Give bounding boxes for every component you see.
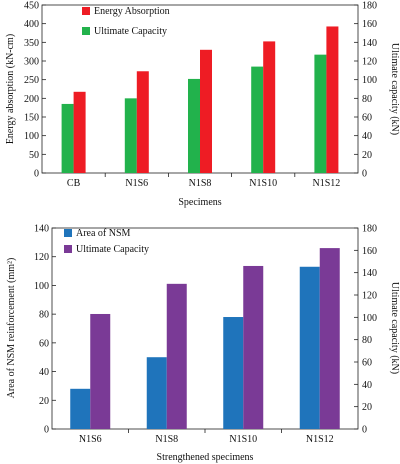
y-left-tick-label: 60 [39, 338, 49, 349]
legend-label: Energy Absorption [94, 6, 170, 17]
legend-label: Area of NSM [76, 228, 131, 239]
bar-ultimate-capacity [251, 66, 264, 173]
bar-ultimate-capacity [166, 283, 187, 429]
y-axis-left-label: Energy absorption (kN-cm) [5, 34, 16, 144]
y-right-tick-label: 140 [362, 268, 377, 279]
chart-nsm-capacity: Area of NSM reinforcement (mm²) Ultimate… [6, 224, 400, 464]
x-tick-label: N1S10 [229, 434, 257, 445]
y-right-tick-label: 80 [362, 94, 372, 105]
x-axis-label: Strengthened specimens [157, 452, 254, 463]
bar-energy-absorption [326, 26, 339, 173]
y-left-tick-label: 300 [24, 57, 39, 68]
bar-area-of-nsm [70, 388, 91, 429]
y-right-tick-label: 160 [362, 246, 377, 257]
bar-energy-absorption [73, 91, 86, 173]
y-left-tick-label: 200 [24, 94, 39, 105]
bar-ultimate-capacity [314, 54, 327, 173]
y-left-tick-label: 0 [34, 169, 39, 180]
y-axis-right-label: Ultimate capacity (kN) [389, 282, 400, 374]
y-left-tick-label: 80 [39, 310, 49, 321]
y-right-tick-label: 120 [362, 291, 377, 302]
y-left-tick-label: 100 [24, 131, 39, 142]
y-right-tick-label: 180 [362, 224, 377, 235]
legend: Energy Absorption Ultimate Capacity [82, 6, 170, 37]
x-tick-label: N1S10 [249, 178, 277, 189]
y-left-tick-label: 400 [24, 19, 39, 30]
x-tick-label: N1S6 [125, 178, 148, 189]
bar-energy-absorption [200, 49, 212, 173]
y-axis-left-label: Area of NSM reinforcement (mm²) [6, 258, 17, 399]
bar-ultimate-capacity [188, 78, 200, 173]
y-right-tick-label: 140 [362, 38, 377, 49]
x-tick-label: CB [67, 178, 81, 189]
legend-swatch [82, 7, 90, 15]
bar-area-of-nsm [146, 357, 167, 429]
y-left-tick-label: 150 [24, 113, 39, 124]
y-right-tick-label: 60 [362, 113, 372, 124]
y-right-tick-label: 20 [362, 150, 372, 161]
y-right-tick-label: 100 [362, 313, 377, 324]
bar-ultimate-capacity [61, 103, 74, 173]
y-right-tick-label: 0 [362, 425, 367, 436]
y-left-tick-label: 20 [39, 396, 49, 407]
x-tick-label: N1S12 [306, 434, 334, 445]
y-left-tick-label: 50 [29, 150, 39, 161]
legend-swatch [82, 27, 90, 35]
bar-energy-absorption [136, 71, 149, 173]
y-left-tick-label: 350 [24, 38, 39, 49]
bar-area-of-nsm [299, 266, 320, 429]
y-right-tick-label: 180 [362, 1, 377, 12]
bar-ultimate-capacity [124, 98, 137, 173]
legend-label: Ultimate Capacity [94, 26, 167, 37]
bar-ultimate-capacity [243, 265, 264, 429]
x-tick-label: N1S8 [189, 178, 212, 189]
x-tick-label: N1S12 [313, 178, 341, 189]
y-left-tick-label: 120 [34, 252, 49, 263]
legend-swatch [64, 229, 72, 237]
x-axis-label: Specimens [178, 197, 221, 208]
y-left-tick-label: 450 [24, 1, 39, 12]
y-right-tick-label: 100 [362, 75, 377, 86]
bar-energy-absorption [263, 41, 276, 174]
legend-swatch [64, 245, 72, 253]
y-right-tick-label: 60 [362, 358, 372, 369]
y-left-tick-label: 250 [24, 75, 39, 86]
y-right-tick-label: 160 [362, 19, 377, 30]
y-right-tick-label: 20 [362, 402, 372, 413]
y-right-tick-label: 40 [362, 380, 372, 391]
y-left-tick-label: 0 [44, 425, 49, 436]
legend: Area of NSM Ultimate Capacity [64, 228, 149, 255]
bar-ultimate-capacity [319, 248, 340, 429]
y-right-tick-label: 0 [362, 169, 367, 180]
x-tick-label: N1S6 [79, 434, 102, 445]
x-tick-label: N1S8 [155, 434, 178, 445]
y-left-tick-label: 100 [34, 281, 49, 292]
y-right-tick-label: 40 [362, 131, 372, 142]
y-right-tick-label: 80 [362, 335, 372, 346]
legend-label: Ultimate Capacity [76, 244, 149, 255]
y-left-tick-label: 140 [34, 224, 49, 235]
y-right-tick-label: 120 [362, 57, 377, 68]
bar-ultimate-capacity [90, 313, 111, 429]
y-left-tick-label: 40 [39, 367, 49, 378]
y-axis-right-label: Ultimate capacity (kN) [389, 43, 400, 135]
chart-energy-capacity: Energy absorption (kN-cm) Ultimate capac… [5, 1, 400, 209]
bar-area-of-nsm [223, 317, 244, 429]
